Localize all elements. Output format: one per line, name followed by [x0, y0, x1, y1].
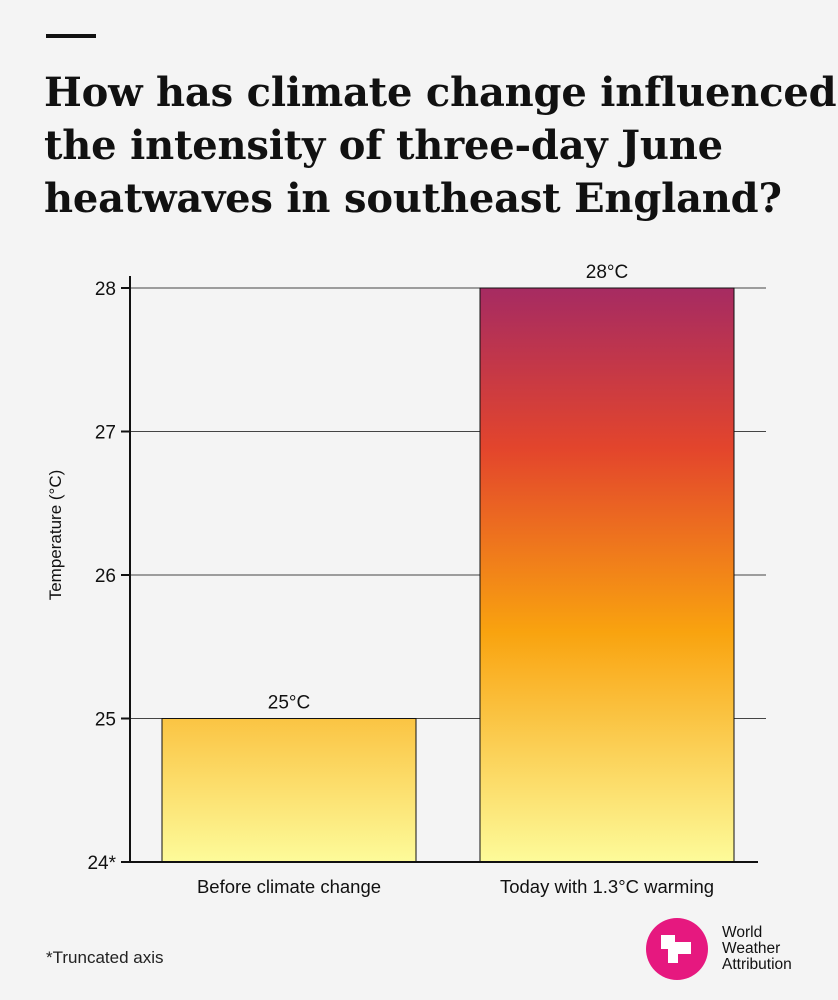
data-label: 25°C [268, 693, 310, 714]
footnote: *Truncated axis [46, 948, 164, 967]
logo-line-3: Attribution [722, 956, 792, 973]
x-tick-label: Today with 1.3°C warming [500, 876, 714, 897]
logo-line-2: Weather [722, 940, 781, 957]
wwa-logo: World Weather Attribution [646, 918, 792, 980]
logo-line-1: World [722, 924, 763, 941]
y-tick-label: 28 [95, 279, 116, 300]
data-label: 28°C [586, 262, 628, 283]
title-line-3: heatwaves in southeast England? [44, 175, 782, 222]
top-rule [46, 34, 96, 38]
wwa-logo-text: World Weather Attribution [722, 925, 792, 973]
labels: 24* 25 26 27 28 25°C Before climate change 28°C… [46, 262, 714, 897]
bar [161, 718, 417, 863]
axes [121, 276, 758, 863]
y-tick-label: 26 [95, 566, 116, 587]
title-line-2: the intensity of three-day June [44, 122, 723, 169]
bars [161, 287, 735, 863]
y-tick-label: 25 [95, 710, 116, 731]
x-tick-label: Before climate change [197, 876, 381, 897]
wwa-logo-icon [646, 918, 708, 980]
y-axis-label: Temperature (°C) [46, 470, 65, 601]
y-tick-label: 27 [95, 423, 116, 444]
title-line-1: How has climate change influenced [44, 69, 837, 116]
bar [479, 287, 735, 863]
chart-title: How has climate change influenced the in… [44, 66, 837, 225]
y-tick-label: 24* [87, 853, 116, 874]
